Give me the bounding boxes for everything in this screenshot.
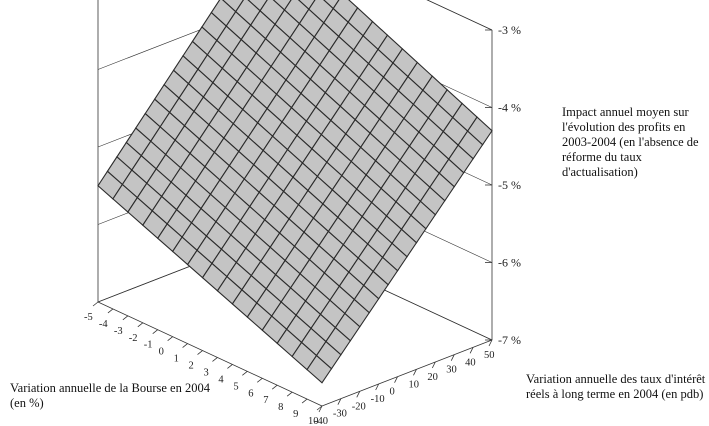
surface-cell xyxy=(306,354,333,384)
y-tick-label: 0 xyxy=(390,387,395,398)
y-tick-mark xyxy=(318,405,323,413)
surface-mesh xyxy=(97,0,493,384)
z-tick-label: -3 % xyxy=(498,23,521,37)
x-tick-mark xyxy=(182,343,188,348)
z-axis-label: Impact annuel moyen sur l'évolution des … xyxy=(562,105,699,179)
x-axis-label: Variation annuelle de la Bourse en 2004 … xyxy=(10,381,210,410)
y-tick-mark xyxy=(413,369,417,376)
x-tick-label: 0 xyxy=(159,347,164,358)
y-tick-label: 50 xyxy=(484,350,495,361)
y-tick-mark xyxy=(469,347,474,354)
x-tick-label: 7 xyxy=(263,395,268,406)
x-tick-label: -3 xyxy=(114,326,123,337)
x-tick-label: -4 xyxy=(99,319,108,330)
z-tick-label: -5 % xyxy=(498,178,521,192)
y-axis-ticks: -40 -30 -20 -10 0 10 20 30 40 50 xyxy=(314,339,495,426)
y-tick-label: 10 xyxy=(408,379,419,390)
y-tick-label: -10 xyxy=(371,394,385,405)
box-edge xyxy=(321,339,493,407)
x-tick-mark xyxy=(212,357,218,362)
z-tick-label: -7 % xyxy=(498,333,521,347)
y-tick-label: -40 xyxy=(314,416,328,426)
x-tick-mark xyxy=(242,371,248,376)
y-axis-label: Variation annuelle des taux d'intérêt ré… xyxy=(526,372,706,401)
x-tick-mark xyxy=(257,377,263,383)
x-tick-label: 9 xyxy=(293,409,298,420)
x-tick-mark xyxy=(122,315,129,321)
y-tick-label: -30 xyxy=(333,409,347,420)
x-tick-mark xyxy=(152,329,158,335)
x-tick-mark xyxy=(227,364,233,369)
x-tick-label: -5 xyxy=(84,312,93,323)
x-tick-mark xyxy=(197,350,203,355)
x-tick-label: 8 xyxy=(278,402,283,413)
x-tick-label: 3 xyxy=(203,367,208,378)
x-tick-mark xyxy=(92,301,99,307)
x-tick-mark xyxy=(316,405,323,411)
x-tick-label: 10 xyxy=(308,416,319,426)
x-tick-label: 2 xyxy=(189,361,194,372)
y-tick-label: 30 xyxy=(446,365,457,376)
y-tick-mark xyxy=(450,354,455,361)
z-tick-label: -6 % xyxy=(498,256,521,270)
x-tick-mark xyxy=(286,391,293,397)
y-tick-mark xyxy=(394,376,398,383)
y-tick-label: -20 xyxy=(352,401,366,412)
x-tick-label: 6 xyxy=(248,388,253,399)
y-tick-mark xyxy=(431,361,436,369)
box-edge xyxy=(97,301,323,407)
x-tick-mark xyxy=(301,398,308,404)
y-tick-label: 40 xyxy=(465,357,476,368)
x-tick-mark xyxy=(167,336,173,341)
y-tick-label: 20 xyxy=(427,372,438,383)
x-tick-label: 1 xyxy=(174,354,179,365)
x-tick-mark xyxy=(137,322,144,328)
x-tick-label: 4 xyxy=(218,374,224,385)
y-tick-mark xyxy=(375,383,380,391)
z-tick-label: -4 % xyxy=(498,101,521,115)
z-axis-ticks: -3 % -4 % -5 % -6 % -7 % xyxy=(485,23,521,347)
x-tick-mark xyxy=(107,308,114,314)
y-tick-mark xyxy=(356,391,361,398)
x-tick-label: -2 xyxy=(129,333,138,344)
x-tick-label: -1 xyxy=(144,340,153,351)
x-tick-label: 5 xyxy=(233,381,238,392)
y-tick-mark xyxy=(337,398,342,405)
y-tick-mark xyxy=(488,339,493,347)
x-tick-mark xyxy=(271,384,278,390)
